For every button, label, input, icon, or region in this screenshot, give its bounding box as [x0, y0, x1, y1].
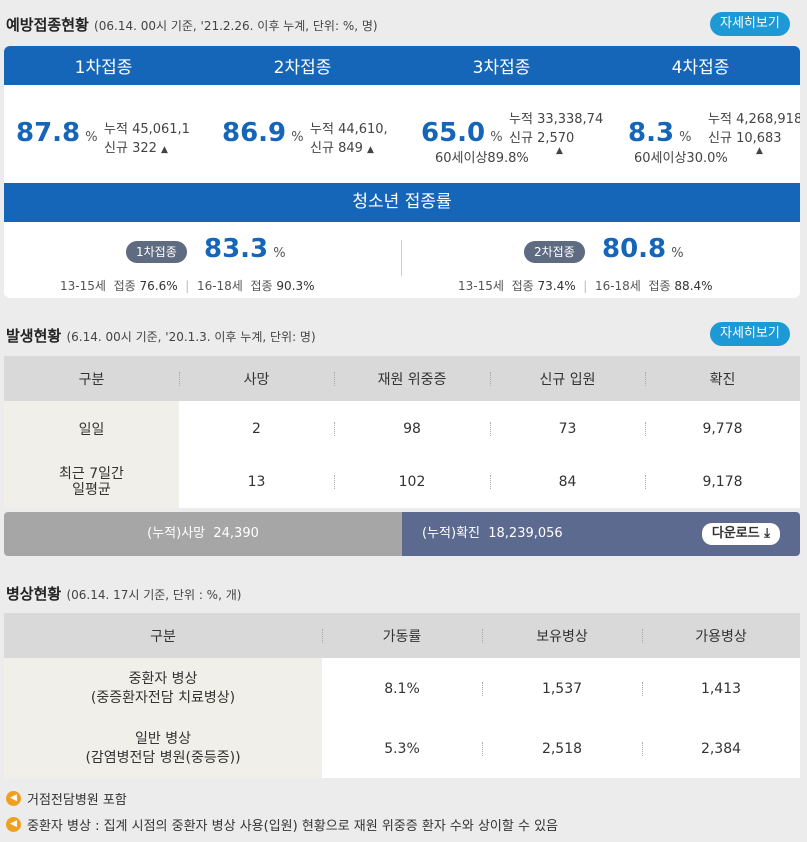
cell-value: 2	[252, 420, 261, 437]
teen-dose-1-ages: 13-15세 접종 76.6% | 16-18세 접종 90.3%	[60, 279, 315, 293]
col-header: 가용병상	[642, 613, 800, 658]
vaccination-more-button[interactable]: 자세히보기	[710, 12, 790, 36]
dose-1-label: 1차접종	[74, 58, 133, 78]
teen-divider	[401, 240, 402, 276]
occurrence-title: 발생현황 (6.14. 00시 기준, '20.1.3. 이후 누계, 단위: …	[6, 327, 316, 345]
dose-2-cumulative: 누적 44,610,	[310, 122, 388, 137]
occurrence-header-row: 구분 사망 재원 위중증 신규 입원 확진	[4, 356, 800, 401]
teen-dose-1-rate: 83.3 %	[204, 234, 286, 264]
dose-4-cumulative: 누적 4,268,918	[708, 112, 800, 127]
beds-subtitle: (06.14. 17시 기준, 단위 : %, 개)	[66, 588, 242, 602]
dose-4-age-note: 60세이상30.0%	[634, 151, 728, 166]
cell-value: 8.1%	[384, 681, 420, 697]
col-header: 구분	[78, 371, 105, 388]
teen-dose-2-pill: 2차접종	[524, 241, 585, 263]
dose-3-label: 3차접종	[472, 58, 531, 78]
occurrence-more-button[interactable]: 자세히보기	[710, 322, 790, 346]
cell-value: 13	[247, 474, 266, 490]
dose-3-age-note: 60세이상89.8%	[435, 151, 529, 166]
row-label: 최근 7일간 일평균	[4, 456, 179, 508]
cell-value: 2,384	[642, 720, 800, 778]
teen-dose-2-rate: 80.8 %	[602, 234, 684, 264]
cumulative-death-bar: (누적)사망 24,390	[4, 512, 402, 556]
occurrence-table: 구분 사망 재원 위중증 신규 입원 확진 일일 2 98 73 9,778 최…	[4, 356, 800, 508]
occurrence-subtitle: (6.14. 00시 기준, '20.1.3. 이후 누계, 단위: 명)	[66, 330, 316, 344]
speaker-icon: ◀	[6, 817, 21, 832]
dose-4-label: 4차접종	[671, 58, 730, 78]
col-header: 가동률	[322, 613, 482, 658]
up-arrow-icon: ▲	[756, 146, 763, 156]
teen-dose-1-pill: 1차접종	[126, 241, 187, 263]
dose-4-new: 신규 10,683	[708, 131, 782, 146]
table-row: 일일 2 98 73 9,778	[4, 401, 800, 456]
dose-3-rate: 65.0 %	[421, 118, 503, 148]
col-header: 구분	[150, 628, 176, 645]
speaker-icon: ◀	[6, 791, 21, 806]
cell-value: 5.3%	[384, 741, 420, 757]
up-arrow-icon: ▲	[367, 145, 374, 155]
teen-dose-2-ages: 13-15세 접종 73.4% | 16-18세 접종 88.4%	[458, 279, 713, 293]
cell-value: 84	[490, 456, 645, 508]
cell-value: 9,778	[645, 401, 800, 456]
col-header: 보유병상	[482, 613, 642, 658]
col-header: 신규 입원	[490, 356, 645, 401]
row-label: 일반 병상 (감염병전담 병원(중등증))	[4, 720, 322, 778]
cell-value: 9,178	[645, 456, 800, 508]
dose-1-rate: 87.8 %	[16, 118, 98, 148]
cell-value: 1,537	[482, 658, 642, 720]
table-row: 일반 병상 (감염병전담 병원(중등증)) 5.3% 2,518 2,384	[4, 720, 800, 778]
dose-1-cumulative: 누적 45,061,1	[104, 122, 190, 137]
row-label: 일일	[4, 401, 179, 456]
beds-header-row: 구분 가동률 보유병상 가용병상	[4, 613, 800, 658]
vaccination-panel: 1차접종 2차접종 3차접종 4차접종 87.8 % 누적 45,061,1 신…	[4, 46, 800, 298]
cell-value: 2,518	[482, 720, 642, 778]
vaccination-title: 예방접종현황 (06.14. 00시 기준, '21.2.26. 이후 누계, …	[6, 16, 378, 34]
dose-1-new: 신규 322 ▲	[104, 141, 168, 156]
dose-4-rate: 8.3 %	[628, 118, 692, 148]
cumulative-confirmed-text: (누적)확진 18,239,056	[422, 526, 563, 541]
beds-title: 병상현황 (06.14. 17시 기준, 단위 : %, 개)	[6, 585, 242, 603]
cell-value: 102	[334, 456, 490, 508]
up-arrow-icon: ▲	[161, 145, 168, 155]
col-header: 사망	[179, 356, 334, 401]
dose-2-new: 신규 849 ▲	[310, 141, 374, 156]
cell-value: 1,413	[642, 658, 800, 720]
beds-note: ◀ 거점전담병원 포함	[6, 789, 127, 808]
cell-value: 98	[334, 401, 490, 456]
beds-note: ◀ 중환자 병상 : 집계 시점의 중환자 병상 사용(입원) 현황으로 재원 …	[6, 815, 558, 834]
table-row: 최근 7일간 일평균 13 102 84 9,178	[4, 456, 800, 508]
vaccination-subtitle: (06.14. 00시 기준, '21.2.26. 이후 누계, 단위: %, …	[94, 19, 378, 33]
row-label: 중환자 병상 (중증환자전담 치료병상)	[4, 658, 322, 720]
col-header: 확진	[645, 356, 800, 401]
up-arrow-icon: ▲	[556, 146, 563, 156]
col-header: 재원 위중증	[334, 356, 490, 401]
teen-title: 청소년 접종률	[4, 183, 800, 222]
dose-2-label: 2차접종	[273, 58, 332, 78]
dose-3-cumulative: 누적 33,338,74	[509, 112, 604, 127]
dose-header-bar: 1차접종 2차접종 3차접종 4차접종	[4, 46, 800, 85]
cumulative-confirmed-bar: (누적)확진 18,239,056 다운로드 ⤓	[402, 512, 800, 556]
dose-2-rate: 86.9 %	[222, 118, 304, 148]
beds-table: 구분 가동률 보유병상 가용병상 중환자 병상 (중증환자전담 치료병상) 8.…	[4, 613, 800, 778]
table-row: 중환자 병상 (중증환자전담 치료병상) 8.1% 1,537 1,413	[4, 658, 800, 720]
cell-value: 73	[490, 401, 645, 456]
download-button[interactable]: 다운로드 ⤓	[701, 523, 780, 545]
download-icon: ⤓	[764, 526, 770, 541]
dose-3-new: 신규 2,570	[509, 131, 575, 146]
